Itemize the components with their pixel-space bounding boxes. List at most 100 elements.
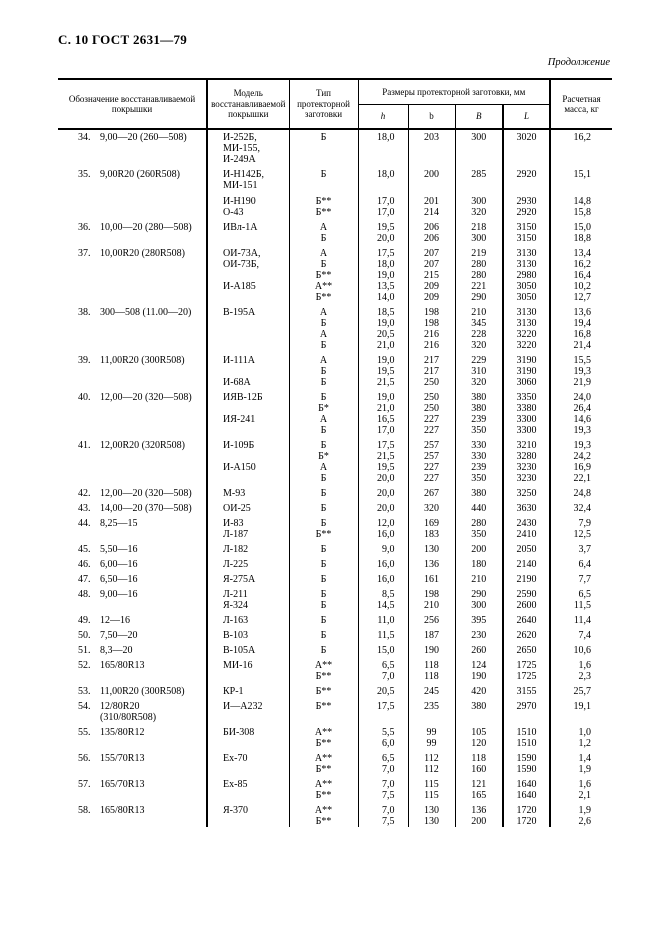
table-row: 49. 12—16 Л-163 Б 11,0 256 395 2640 11,4 bbox=[58, 611, 612, 626]
model-cell: И-Н190 bbox=[207, 191, 290, 207]
mass-cell: 6,4 bbox=[578, 559, 592, 570]
type-cell: Б bbox=[289, 318, 359, 329]
dim-h-cell: 21,5 bbox=[358, 451, 409, 462]
dim-b-cell: 217 bbox=[408, 351, 456, 366]
table-row: Л-187 Б** 16,0 183 350 2410 12,5 bbox=[58, 529, 612, 540]
model-cell: И-68А bbox=[207, 377, 290, 388]
designation-cell: 47. 6,50—16 bbox=[58, 570, 208, 585]
dim-h-cell: 20,0 bbox=[358, 473, 409, 484]
dim-h-cell: 6,5 bbox=[358, 656, 409, 671]
dim-B-cell bbox=[455, 180, 504, 191]
dim-L-cell: 2600 bbox=[503, 600, 552, 611]
dim-h-cell: 18,0 bbox=[358, 259, 409, 270]
dim-L-cell: 1510 bbox=[503, 738, 552, 749]
dim-h-cell: 17,0 bbox=[358, 425, 409, 436]
dim-L-cell: 3130 bbox=[503, 318, 552, 329]
model-cell: Л-211 bbox=[207, 585, 290, 600]
dim-L-cell: 2140 bbox=[503, 555, 552, 570]
dim-b-cell: 209 bbox=[408, 292, 456, 303]
dim-L-cell: 2920 bbox=[503, 207, 552, 218]
model-cell: Л-187 bbox=[207, 529, 290, 540]
dim-b-cell: 250 bbox=[408, 377, 456, 388]
item-number: 41. bbox=[78, 440, 91, 451]
designation-cell: 56. 155/70R13 bbox=[58, 749, 208, 764]
dim-L-cell bbox=[503, 712, 552, 723]
tyre-designation: 5,50—16 bbox=[100, 544, 138, 555]
designation-cell: 57. 165/70R13 bbox=[58, 775, 208, 790]
model-cell: МИ-16 bbox=[207, 656, 290, 671]
mass-cell: 1,6 bbox=[578, 779, 592, 790]
dim-L-cell bbox=[503, 154, 552, 165]
item-number: 55. bbox=[78, 727, 91, 738]
table-row: Б** 19,0 215 280 2980 16,4 bbox=[58, 270, 612, 281]
table-row: 48. 9,00—16 Л-211 Б 8,5 198 290 2590 6,5 bbox=[58, 585, 612, 600]
dim-L-cell: 2050 bbox=[503, 540, 552, 555]
designation-cell: 50. 7,50—20 bbox=[58, 626, 208, 641]
item-number: 58. bbox=[78, 805, 91, 816]
item-number: 44. bbox=[78, 518, 91, 529]
type-cell: Б bbox=[289, 259, 359, 270]
item-number: 52. bbox=[78, 660, 91, 671]
dim-L-cell: 1510 bbox=[503, 723, 552, 738]
model-cell bbox=[207, 473, 290, 484]
designation-cell: 38. 300—508 (11.00—20) bbox=[58, 303, 208, 318]
mass-cell: 24,2 bbox=[573, 451, 592, 462]
dim-L-cell: 3150 bbox=[503, 218, 552, 233]
model-cell: И-83 bbox=[207, 514, 290, 529]
dim-h-cell: 7,5 bbox=[358, 790, 409, 801]
designation-cell bbox=[58, 292, 208, 303]
item-number: 39. bbox=[78, 355, 91, 366]
mass-cell: 19,3 bbox=[573, 366, 592, 377]
type-cell: А** bbox=[289, 775, 359, 790]
model-cell bbox=[207, 318, 290, 329]
type-cell bbox=[289, 154, 359, 165]
dim-L-cell: 2190 bbox=[503, 570, 552, 585]
model-cell bbox=[207, 340, 290, 351]
type-cell: Б bbox=[289, 499, 359, 514]
table-row: И-249А bbox=[58, 154, 612, 165]
dim-b-cell: 200 bbox=[408, 165, 456, 180]
tyre-designation: 10,00—20 (280—508) bbox=[100, 222, 192, 233]
item-number: 49. bbox=[78, 615, 91, 626]
dim-L-cell: 2650 bbox=[503, 641, 552, 656]
mass-cell: 1,6 bbox=[578, 660, 592, 671]
dim-B-cell: 330 bbox=[455, 451, 504, 462]
mass-cell: 16,4 bbox=[573, 270, 592, 281]
dim-L-cell: 3300 bbox=[503, 425, 552, 436]
type-cell: Б** bbox=[289, 671, 359, 682]
header-dim-h: h bbox=[358, 104, 409, 130]
dim-h-cell: 21,0 bbox=[358, 340, 409, 351]
dim-b-cell: 217 bbox=[408, 366, 456, 377]
dim-B-cell: 350 bbox=[455, 529, 504, 540]
dim-L-cell: 3130 bbox=[503, 259, 552, 270]
dim-B-cell: 280 bbox=[455, 514, 504, 529]
mass-cell bbox=[550, 712, 612, 723]
model-cell: Я-324 bbox=[207, 600, 290, 611]
dim-L-cell: 1590 bbox=[503, 764, 552, 775]
table-row: Б* 21,5 257 330 3280 24,2 bbox=[58, 451, 612, 462]
dim-b-cell: 198 bbox=[408, 585, 456, 600]
item-number: 43. bbox=[78, 503, 91, 514]
dim-h-cell: 19,0 bbox=[358, 270, 409, 281]
table-row: Б 17,0 227 350 3300 19,3 bbox=[58, 425, 612, 436]
dim-h-cell: 21,0 bbox=[358, 403, 409, 414]
mass-cell: 7,7 bbox=[578, 574, 592, 585]
mass-cell: 24,0 bbox=[573, 392, 592, 403]
designation-cell bbox=[58, 671, 208, 682]
type-cell: Б* bbox=[289, 403, 359, 414]
dim-B-cell: 230 bbox=[455, 626, 504, 641]
mass-cell: 12,7 bbox=[573, 292, 592, 303]
table-row: Б 19,0 198 345 3130 19,4 bbox=[58, 318, 612, 329]
designation-cell bbox=[58, 414, 208, 425]
dim-L-cell: 2920 bbox=[503, 165, 552, 180]
dim-b-cell: 99 bbox=[408, 723, 456, 738]
model-cell: И—А232 bbox=[207, 697, 290, 712]
tyre-designation: 14,00—20 (370—508) bbox=[100, 503, 192, 514]
dim-L-cell: 3130 bbox=[503, 244, 552, 259]
type-cell: Б bbox=[289, 540, 359, 555]
dim-L-cell: 3130 bbox=[503, 303, 552, 318]
designation-cell bbox=[58, 377, 208, 388]
header-designation: Обозначение восстанавливаемой покрышки bbox=[58, 79, 208, 130]
dim-L-cell: 3190 bbox=[503, 366, 552, 377]
dim-L-cell: 3150 bbox=[503, 233, 552, 244]
